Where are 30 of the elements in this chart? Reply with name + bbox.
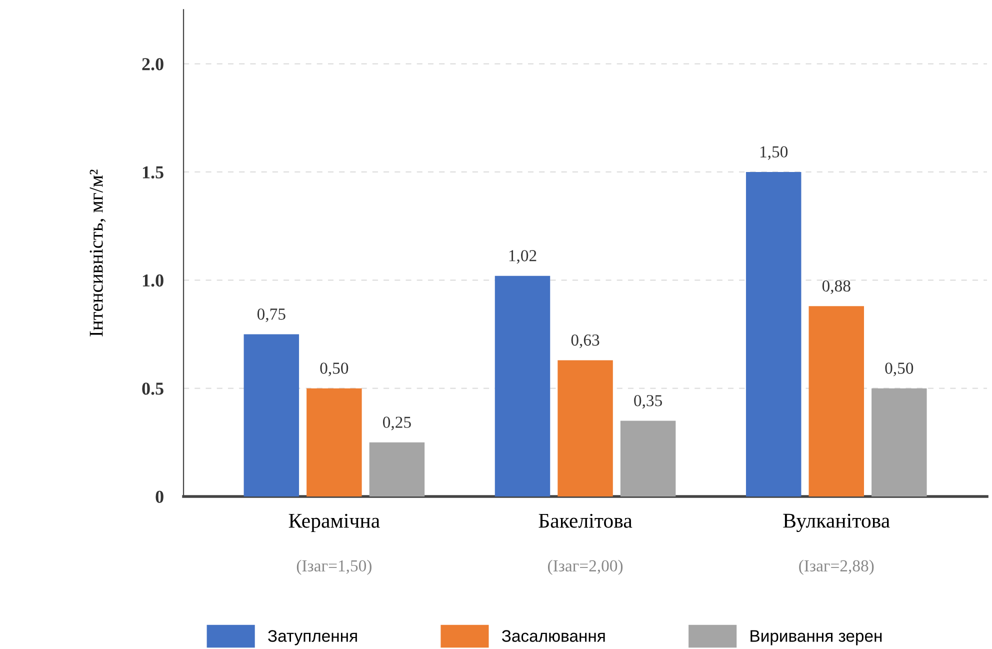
- data-label: 0,75: [257, 308, 286, 322]
- bar: [872, 388, 927, 496]
- data-label: 0,35: [634, 395, 662, 409]
- bar: [746, 172, 802, 496]
- category-label: Бакелітова (Ізаг=2,00): [538, 514, 632, 575]
- y-tick-label: 0: [156, 490, 164, 503]
- data-label: 0,88: [822, 280, 850, 294]
- category-label: Керамічна (Ізаг=1,50): [288, 514, 380, 575]
- data-label: 1,02: [509, 250, 536, 264]
- bar: [808, 306, 864, 496]
- bar: [244, 334, 300, 496]
- bar: [558, 360, 613, 496]
- data-label: 0,50: [320, 362, 348, 376]
- bar: [306, 388, 362, 496]
- y-tick-label: 1.0: [142, 274, 164, 287]
- bar: [620, 420, 676, 496]
- data-label: 0,25: [383, 416, 411, 430]
- y-tick-label: 2.0: [142, 58, 164, 70]
- data-label: 1,50: [760, 146, 788, 160]
- legend-label: Виривання зерен: [750, 630, 882, 646]
- data-label: 0,50: [885, 362, 914, 376]
- legend-label: Затуплення: [268, 630, 357, 646]
- y-tick-label: 1.5: [142, 166, 164, 179]
- legend-label: Засалювання: [502, 630, 605, 642]
- bar: [369, 442, 425, 496]
- data-label: 0,63: [571, 334, 600, 348]
- bar: [494, 276, 550, 496]
- category-label: Вулканітова (Ізаг=2,88): [783, 514, 890, 575]
- y-tick-label: 0.5: [142, 382, 164, 395]
- y-axis-title: Інтенсивність, мг/м²: [90, 170, 106, 336]
